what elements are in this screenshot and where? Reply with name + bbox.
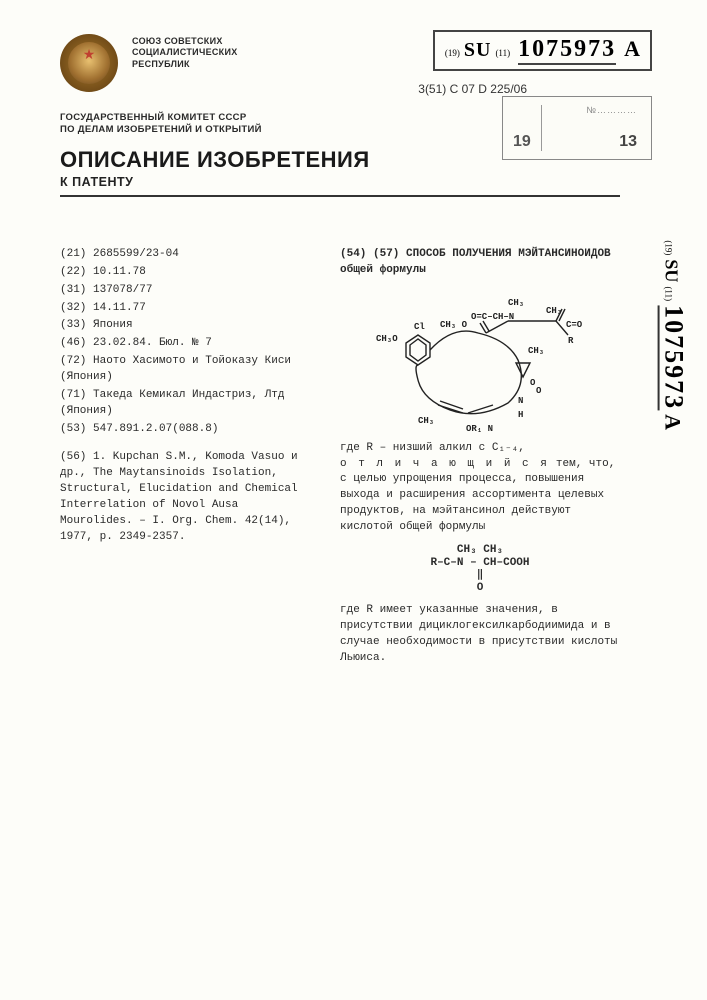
field-33: (33) Япония <box>60 318 310 334</box>
document-subtitle: К ПАТЕНТУ <box>60 175 620 197</box>
field-22: (22) 10.11.78 <box>60 265 310 281</box>
field-46: (46) 23.02.84. Бюл. № 7 <box>60 336 310 352</box>
registration-stamp: №………… 19 13 <box>502 96 652 160</box>
ussr-emblem <box>60 34 118 92</box>
otl-spaced: о т л и ч а ю щ и й с я <box>340 458 549 470</box>
patent-number: 1075973 <box>518 36 616 65</box>
prefix-19: (19) <box>445 48 460 58</box>
svg-text:O=C–CH–N: O=C–CH–N <box>471 312 514 322</box>
formula2-o: O <box>340 582 620 595</box>
svg-text:CH₃: CH₃ <box>508 298 524 308</box>
formula2-mid: R–C–N – CH–COOH <box>340 557 620 570</box>
side-prefix-19: (19) <box>664 240 674 255</box>
svg-text:C=O: C=O <box>566 320 583 330</box>
field-32: (32) 14.11.77 <box>60 301 310 317</box>
abstract-tail: где R имеет указанные значения, в присут… <box>340 603 620 667</box>
union-line1: СОЮЗ СОВЕТСКИХ <box>132 36 238 47</box>
stamp-top-text: №………… <box>586 105 637 115</box>
left-column: (21) 2685599/23-04 (22) 10.11.78 (31) 13… <box>60 247 310 667</box>
stamp-left-num: 19 <box>513 133 531 151</box>
union-line3: РЕСПУБЛИК <box>132 59 238 70</box>
side-suffix: A <box>661 414 686 430</box>
patent-number-box: (19) SU (11) 1075973 A <box>433 30 652 71</box>
svg-text:O: O <box>536 386 542 396</box>
svg-text:CH₃: CH₃ <box>528 346 544 356</box>
svg-text:R: R <box>568 336 574 346</box>
svg-text:CH₃: CH₃ <box>418 416 434 426</box>
svg-text:Cl: Cl <box>414 322 425 332</box>
right-column: (54) (57) СПОСОБ ПОЛУЧЕНИЯ МЭЙТАНСИНОИДО… <box>340 247 620 667</box>
stamp-right-num: 13 <box>619 133 637 151</box>
prefix-11: (11) <box>495 48 510 58</box>
abstract-headline: (54) (57) СПОСОБ ПОЛУЧЕНИЯ МЭЙТАНСИНОИДО… <box>340 247 620 279</box>
svg-text:CH₃ O: CH₃ O <box>440 320 468 330</box>
chemical-formula-2: CH₃ CH₃ R–C–N – CH–COOH ‖ O <box>340 544 620 595</box>
field-56-reference: (56) 1. Kupchan S.M., Komoda Vasuo и др.… <box>60 450 310 546</box>
field-21: (21) 2685599/23-04 <box>60 247 310 263</box>
svg-text:H: H <box>518 410 523 420</box>
side-su: SU <box>662 259 682 282</box>
svg-text:CH₃: CH₃ <box>546 306 562 316</box>
where-r-text: где R – низший алкил с C₁₋₄, <box>340 441 620 457</box>
field-53: (53) 547.891.2.07(088.8) <box>60 422 310 438</box>
patent-suffix: A <box>624 36 640 61</box>
svg-text:N: N <box>518 396 523 406</box>
country-code: SU <box>464 39 492 61</box>
classification-code: 3(51) C 07 D 225/06 <box>418 82 527 96</box>
side-patent-code: (19) SU (11) 1075973 A <box>659 240 689 430</box>
distinguishing-clause: о т л и ч а ю щ и й с я тем, что, с цель… <box>340 457 620 537</box>
side-number: 1075973 <box>658 305 689 410</box>
union-line2: СОЦИАЛИСТИЧЕСКИХ <box>132 47 238 58</box>
svg-text:CH₃O: CH₃O <box>376 334 398 344</box>
chemical-structure-1: CH₃ O=C–CH–N CH₃ C=O R CH₃O Cl CH₃ O CH₃… <box>340 285 620 435</box>
formula2-top: CH₃ CH₃ <box>340 544 620 557</box>
field-72: (72) Наото Хасимото и Тойоказу Киси (Япо… <box>60 354 310 386</box>
union-name: СОЮЗ СОВЕТСКИХ СОЦИАЛИСТИЧЕСКИХ РЕСПУБЛИ… <box>132 36 238 70</box>
side-prefix-11: (11) <box>664 286 674 301</box>
field-31: (31) 137078/77 <box>60 283 310 299</box>
svg-text:OR₁ N: OR₁ N <box>466 424 493 434</box>
formula2-bond: ‖ <box>340 569 620 582</box>
field-71: (71) Такеда Кемикал Индастриз, Лтд (Япон… <box>60 388 310 420</box>
